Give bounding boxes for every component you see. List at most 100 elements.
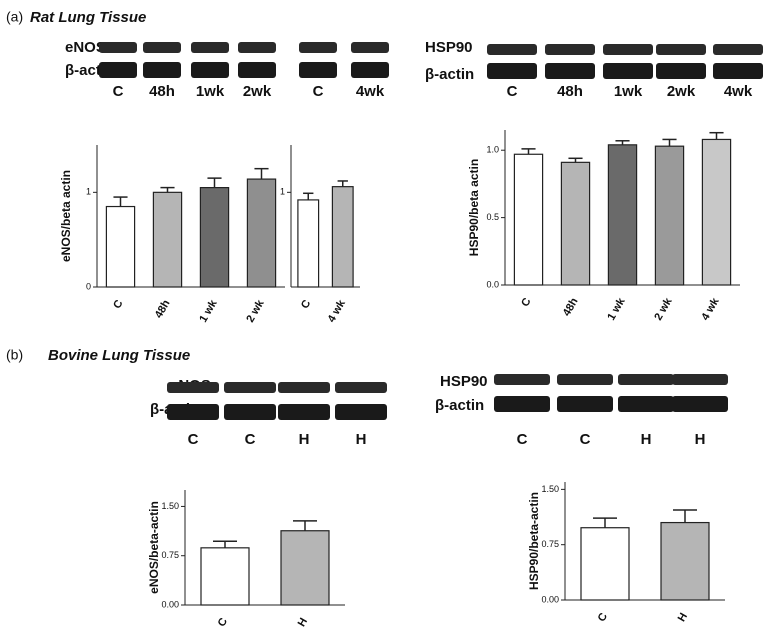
blot-band bbox=[618, 374, 674, 385]
lane-label: 1wk bbox=[196, 83, 225, 100]
blot-loading: β-actin bbox=[435, 397, 484, 414]
blot-band bbox=[191, 62, 229, 78]
blot-band bbox=[672, 396, 728, 412]
lane-label: C bbox=[188, 431, 199, 448]
blot-band bbox=[545, 63, 595, 79]
x-tick-label: C bbox=[299, 298, 313, 311]
bar bbox=[580, 527, 630, 601]
blot-band bbox=[656, 63, 706, 79]
panel-title: Bovine Lung Tissue bbox=[48, 347, 190, 364]
x-tick-label: 48h bbox=[153, 298, 173, 321]
lane-label: C bbox=[245, 431, 256, 448]
blot-band bbox=[299, 42, 337, 53]
y-tick-label: 0.75 bbox=[541, 539, 559, 549]
lane-label: 48h bbox=[557, 83, 583, 100]
blot-band bbox=[545, 44, 595, 55]
y-tick-label: 0.0 bbox=[486, 279, 499, 289]
blot-band bbox=[278, 404, 330, 420]
blot-band bbox=[487, 63, 537, 79]
lane-label: 2wk bbox=[243, 83, 272, 100]
y-tick-label: 1.50 bbox=[541, 484, 559, 494]
y-tick-label: 1.0 bbox=[486, 145, 499, 155]
x-tick-label: 2 wk bbox=[244, 297, 267, 324]
bar bbox=[513, 153, 544, 286]
bar bbox=[660, 521, 710, 601]
blot-band bbox=[494, 396, 550, 412]
blot-band bbox=[191, 42, 229, 53]
blot-band bbox=[557, 396, 613, 412]
panel-title: Rat Lung Tissue bbox=[30, 9, 146, 26]
y-tick-label: 0.5 bbox=[486, 212, 499, 222]
blot-band bbox=[224, 404, 276, 420]
x-tick-label: 4 wk bbox=[699, 295, 722, 322]
blot-band bbox=[238, 62, 276, 78]
blot-band bbox=[713, 63, 763, 79]
lane-label: C bbox=[580, 431, 591, 448]
lane-label: H bbox=[641, 431, 652, 448]
blot-band bbox=[224, 382, 276, 393]
blot-band bbox=[335, 404, 387, 420]
x-tick-label: C bbox=[596, 611, 610, 624]
bar bbox=[105, 205, 136, 288]
x-tick-label: H bbox=[296, 616, 310, 629]
y-axis-label: HSP90/beta actin bbox=[467, 159, 481, 256]
blot-band bbox=[299, 62, 337, 78]
x-tick-label: 1 wk bbox=[605, 295, 628, 322]
blot-band bbox=[494, 374, 550, 385]
y-tick-label: 1.50 bbox=[161, 501, 179, 511]
y-axis-label: HSP90/beta-actin bbox=[527, 492, 541, 590]
blot-band bbox=[656, 44, 706, 55]
blot-band bbox=[238, 42, 276, 53]
lane-label: C bbox=[517, 431, 528, 448]
x-tick-label: C bbox=[216, 616, 230, 629]
lane-label: H bbox=[695, 431, 706, 448]
x-tick-label: 4 wk bbox=[326, 297, 349, 324]
x-tick-label: 2 wk bbox=[652, 295, 675, 322]
y-tick-label: 0.00 bbox=[541, 594, 559, 604]
blot-protein: HSP90 bbox=[440, 373, 488, 390]
y-axis-label: eNOS/beta actin bbox=[59, 170, 73, 262]
lane-label: 2wk bbox=[667, 83, 696, 100]
blot-protein: HSP90 bbox=[425, 39, 473, 56]
bar bbox=[701, 138, 732, 286]
blot-band bbox=[335, 382, 387, 393]
bar bbox=[331, 186, 354, 288]
lane-label: C bbox=[507, 83, 518, 100]
blot-band bbox=[167, 404, 219, 420]
blot-band bbox=[351, 42, 389, 53]
lane-label: 4wk bbox=[724, 83, 753, 100]
blot-band bbox=[487, 44, 537, 55]
bar bbox=[152, 191, 183, 288]
bar bbox=[607, 144, 638, 286]
lane-label: 1wk bbox=[614, 83, 643, 100]
blot-band bbox=[143, 42, 181, 53]
blot-protein: eNOS bbox=[65, 39, 106, 56]
y-tick-label: 1 bbox=[86, 187, 91, 197]
bar bbox=[280, 530, 330, 606]
blot-band bbox=[278, 382, 330, 393]
blot-band bbox=[713, 44, 763, 55]
lane-label: H bbox=[299, 431, 310, 448]
blot-band bbox=[99, 42, 137, 53]
x-tick-label: 1 wk bbox=[197, 297, 220, 324]
bar bbox=[560, 161, 591, 286]
bar bbox=[199, 187, 230, 288]
y-axis-label: eNOS/beta-actin bbox=[147, 501, 161, 594]
blot-band bbox=[99, 62, 137, 78]
lane-label: C bbox=[313, 83, 324, 100]
bar bbox=[654, 145, 685, 286]
blot-band bbox=[603, 63, 653, 79]
y-tick-label: 0 bbox=[86, 281, 91, 291]
blot-band bbox=[672, 374, 728, 385]
y-tick-label: 1 bbox=[280, 187, 285, 197]
blot-band bbox=[143, 62, 181, 78]
blot-band bbox=[603, 44, 653, 55]
panel-label: (b) bbox=[6, 347, 23, 363]
lane-label: 48h bbox=[149, 83, 175, 100]
y-tick-label: 0.75 bbox=[161, 550, 179, 560]
x-tick-label: 48h bbox=[561, 296, 581, 319]
blot-band bbox=[351, 62, 389, 78]
bar bbox=[297, 199, 320, 288]
bar bbox=[200, 547, 250, 606]
